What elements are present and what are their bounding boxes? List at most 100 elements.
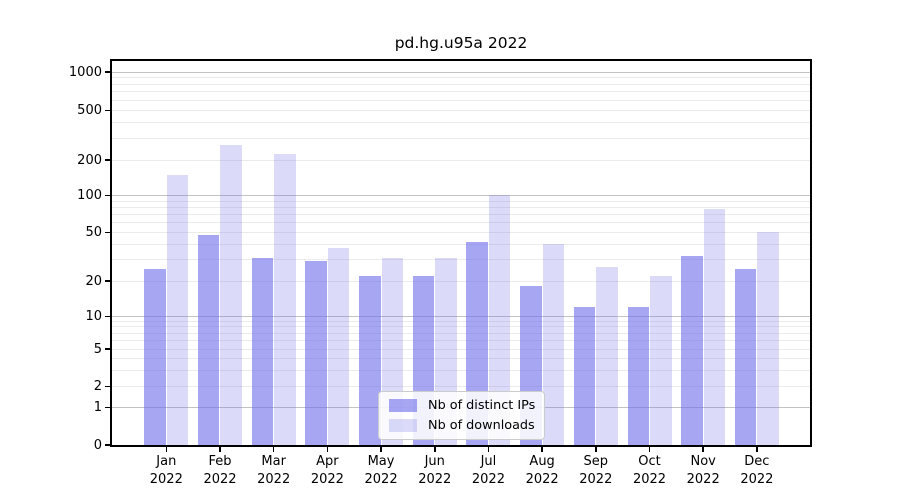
y-tick-mark (105, 194, 110, 197)
y-tick-label: 10 (85, 308, 102, 324)
y-tick-mark (105, 315, 110, 318)
bar-downloads-aug (542, 244, 565, 445)
gridline-minor (112, 200, 810, 202)
gridline-minor (112, 99, 810, 101)
gridline-minor (112, 369, 810, 371)
x-tick-label: Aug 2022 (525, 454, 559, 487)
bar-downloads-apr (327, 248, 350, 445)
gridline-major (112, 315, 810, 317)
bar-ips-mar (251, 257, 274, 445)
gridline-minor (112, 326, 810, 328)
x-tick-label: Nov 2022 (686, 454, 720, 487)
y-tick-label: 500 (77, 102, 102, 118)
legend: Nb of distinct IPs Nb of downloads (378, 391, 545, 440)
gridline-minor (112, 357, 810, 359)
y-tick-label: 50 (85, 224, 102, 240)
y-tick-label: 0 (93, 437, 102, 453)
gridline-major (112, 195, 810, 197)
bar-ips-oct (627, 307, 649, 445)
bar-ips-jan (144, 269, 166, 445)
bar-downloads-jul (488, 195, 511, 445)
bar-downloads-feb (220, 145, 242, 445)
x-tick-mark (487, 447, 490, 452)
gridline-minor (112, 91, 810, 93)
gridline-minor (112, 339, 810, 341)
bar-ips-feb (197, 234, 220, 445)
gridline-minor (112, 222, 810, 224)
gridline-minor (112, 159, 810, 161)
x-tick-mark (648, 447, 651, 452)
gridline-minor (112, 214, 810, 216)
gridline-minor (112, 348, 810, 350)
gridline-minor (112, 109, 810, 111)
y-tick-mark (105, 348, 110, 350)
gridline-minor (112, 258, 810, 260)
bar-ips-apr (305, 261, 327, 445)
x-tick-mark (434, 447, 436, 452)
bar-downloads-oct (650, 275, 672, 445)
plot-area (110, 59, 812, 447)
x-tick-label: Feb 2022 (203, 454, 237, 487)
x-tick-label: Jun 2022 (418, 454, 452, 487)
bar-downloads-sep (596, 267, 618, 445)
y-tick-mark (105, 385, 110, 388)
gridline-minor (112, 243, 810, 245)
gridline-minor (112, 83, 810, 85)
bar-ips-nov (681, 256, 703, 445)
x-tick-mark (702, 447, 704, 452)
x-tick-mark (272, 447, 275, 452)
x-tick-label: Oct 2022 (632, 454, 667, 487)
y-tick-mark (105, 71, 110, 73)
gridline-major (112, 71, 810, 73)
legend-item-distinct-ips: Nb of distinct IPs (387, 398, 536, 413)
y-tick-label: 1 (93, 400, 102, 416)
x-tick-label: Sep 2022 (579, 454, 613, 487)
gridline-minor (112, 207, 810, 208)
x-tick-label: Apr 2022 (310, 454, 344, 487)
gridline-minor (112, 137, 810, 139)
bar-downloads-nov (703, 208, 726, 445)
x-tick-mark (541, 447, 543, 452)
x-tick-label: May 2022 (364, 454, 398, 487)
legend-swatch-downloads (389, 419, 417, 432)
y-tick-label: 2 (93, 379, 102, 395)
gridline-minor (112, 77, 810, 79)
x-tick-mark (380, 447, 382, 452)
x-tick-label: Mar 2022 (257, 454, 291, 487)
gridline-minor (112, 280, 810, 282)
x-tick-label: Jan 2022 (149, 454, 183, 487)
bar-ips-dec (734, 269, 757, 445)
x-tick-label: Jul 2022 (471, 454, 505, 487)
x-tick-mark (219, 447, 221, 452)
bar-ips-may (359, 275, 381, 445)
legend-swatch-ips (389, 399, 417, 412)
y-tick-label: 20 (85, 273, 102, 289)
x-tick-mark (326, 447, 329, 452)
y-tick-mark (105, 109, 110, 112)
bar-ips-sep (573, 307, 596, 445)
y-tick-mark (105, 159, 110, 161)
y-tick-mark (105, 406, 110, 409)
gridline-minor (112, 386, 810, 388)
y-tick-mark (105, 280, 110, 282)
chart-title: pd.hg.u95a 2022 (394, 34, 528, 52)
x-tick-label: Dec 2022 (740, 454, 774, 487)
y-tick-label: 5 (93, 341, 102, 357)
x-tick-mark (595, 447, 597, 452)
legend-item-downloads: Nb of downloads (387, 418, 536, 433)
y-tick-mark (105, 444, 110, 446)
gridline-minor (112, 320, 810, 322)
bar-downloads-jan (166, 174, 189, 445)
x-tick-mark (165, 447, 168, 452)
gridline-minor (112, 121, 810, 123)
bar-downloads-dec (757, 232, 779, 445)
y-tick-label: 100 (77, 188, 102, 204)
y-tick-label: 1000 (68, 64, 102, 80)
gridline-minor (112, 231, 810, 233)
legend-label-downloads: Nb of downloads (428, 418, 535, 433)
x-tick-mark (756, 447, 758, 452)
y-tick-mark (105, 231, 110, 234)
gridline-minor (112, 332, 810, 334)
bar-downloads-mar (274, 153, 296, 445)
